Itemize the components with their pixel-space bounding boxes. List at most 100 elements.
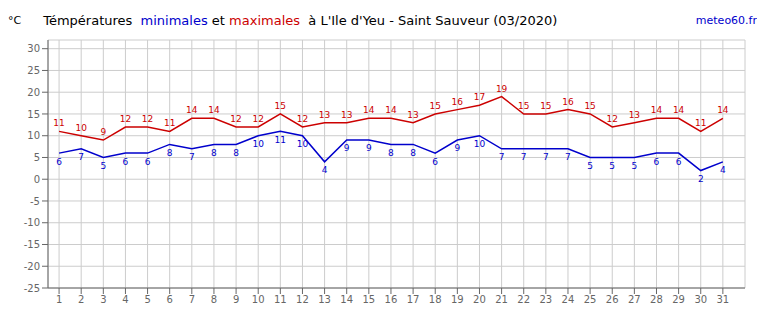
svg-text:8: 8 — [388, 148, 394, 158]
svg-text:7: 7 — [189, 152, 195, 162]
svg-text:10: 10 — [252, 294, 265, 305]
svg-text:10: 10 — [252, 139, 264, 149]
svg-text:27: 27 — [628, 294, 641, 305]
svg-text:19: 19 — [451, 294, 464, 305]
svg-text:15: 15 — [275, 101, 286, 111]
svg-text:-5: -5 — [30, 196, 40, 207]
svg-text:17: 17 — [474, 92, 485, 102]
svg-text:-25: -25 — [24, 283, 40, 294]
svg-text:24: 24 — [562, 294, 575, 305]
svg-text:9: 9 — [454, 143, 460, 153]
svg-text:2: 2 — [78, 294, 84, 305]
svg-text:26: 26 — [606, 294, 619, 305]
svg-text:7: 7 — [543, 152, 549, 162]
svg-text:25: 25 — [27, 65, 40, 76]
svg-text:4: 4 — [122, 294, 128, 305]
svg-text:0: 0 — [34, 174, 40, 185]
svg-text:14: 14 — [385, 105, 397, 115]
svg-text:5: 5 — [631, 161, 637, 171]
svg-text:28: 28 — [650, 294, 663, 305]
svg-text:15: 15 — [540, 101, 551, 111]
svg-text:18: 18 — [429, 294, 442, 305]
svg-text:21: 21 — [495, 294, 508, 305]
svg-text:12: 12 — [142, 114, 153, 124]
svg-text:7: 7 — [565, 152, 571, 162]
svg-text:14: 14 — [186, 105, 198, 115]
svg-text:17: 17 — [407, 294, 420, 305]
svg-text:11: 11 — [53, 118, 64, 128]
svg-text:8: 8 — [211, 148, 217, 158]
svg-text:15: 15 — [584, 101, 595, 111]
svg-text:6: 6 — [676, 157, 682, 167]
svg-text:31: 31 — [717, 294, 730, 305]
svg-text:9: 9 — [344, 143, 350, 153]
svg-text:5: 5 — [587, 161, 593, 171]
svg-text:12: 12 — [120, 114, 131, 124]
svg-text:10: 10 — [75, 123, 87, 133]
svg-text:9: 9 — [233, 294, 239, 305]
svg-text:6: 6 — [123, 157, 129, 167]
svg-text:10: 10 — [297, 139, 309, 149]
svg-text:8: 8 — [410, 148, 416, 158]
svg-text:3: 3 — [100, 294, 106, 305]
svg-text:6: 6 — [56, 157, 62, 167]
svg-text:11: 11 — [274, 294, 287, 305]
svg-text:4: 4 — [322, 165, 328, 175]
svg-text:8: 8 — [211, 294, 217, 305]
svg-text:20: 20 — [27, 87, 40, 98]
svg-text:7: 7 — [499, 152, 505, 162]
svg-text:29: 29 — [672, 294, 685, 305]
svg-text:25: 25 — [584, 294, 597, 305]
svg-text:16: 16 — [452, 97, 464, 107]
svg-text:9: 9 — [100, 127, 106, 137]
svg-text:30: 30 — [694, 294, 707, 305]
svg-text:2: 2 — [698, 174, 704, 184]
svg-text:6: 6 — [145, 157, 151, 167]
svg-text:10: 10 — [474, 139, 486, 149]
svg-text:-15: -15 — [24, 239, 40, 250]
svg-text:8: 8 — [233, 148, 239, 158]
svg-text:5: 5 — [34, 152, 40, 163]
svg-text:14: 14 — [717, 105, 729, 115]
svg-text:13: 13 — [341, 110, 352, 120]
svg-text:12: 12 — [296, 294, 309, 305]
svg-text:30: 30 — [27, 43, 40, 54]
svg-text:12: 12 — [607, 114, 618, 124]
svg-text:12: 12 — [252, 114, 263, 124]
svg-text:14: 14 — [651, 105, 663, 115]
svg-text:15: 15 — [429, 101, 440, 111]
svg-text:14: 14 — [208, 105, 220, 115]
svg-text:20: 20 — [473, 294, 486, 305]
svg-text:16: 16 — [562, 97, 574, 107]
svg-text:6: 6 — [654, 157, 660, 167]
svg-text:13: 13 — [629, 110, 640, 120]
svg-text:5: 5 — [100, 161, 106, 171]
svg-text:13: 13 — [319, 110, 330, 120]
svg-text:14: 14 — [673, 105, 685, 115]
svg-text:14: 14 — [363, 105, 375, 115]
svg-text:-20: -20 — [24, 261, 40, 272]
svg-text:11: 11 — [695, 118, 706, 128]
svg-text:15: 15 — [362, 294, 375, 305]
svg-text:6: 6 — [167, 294, 173, 305]
svg-text:16: 16 — [385, 294, 398, 305]
svg-text:9: 9 — [366, 143, 372, 153]
svg-text:7: 7 — [78, 152, 84, 162]
svg-text:11: 11 — [275, 135, 286, 145]
svg-text:7: 7 — [189, 294, 195, 305]
svg-text:-10: -10 — [24, 217, 40, 228]
svg-text:11: 11 — [164, 118, 175, 128]
svg-text:1: 1 — [56, 294, 62, 305]
svg-text:15: 15 — [27, 109, 40, 120]
svg-text:14: 14 — [340, 294, 353, 305]
svg-text:10: 10 — [27, 130, 40, 141]
svg-text:7: 7 — [521, 152, 527, 162]
svg-text:5: 5 — [144, 294, 150, 305]
svg-text:8: 8 — [167, 148, 173, 158]
svg-text:12: 12 — [230, 114, 241, 124]
svg-text:13: 13 — [407, 110, 418, 120]
svg-text:13: 13 — [318, 294, 331, 305]
svg-text:12: 12 — [297, 114, 308, 124]
svg-text:22: 22 — [517, 294, 530, 305]
svg-text:4: 4 — [720, 165, 726, 175]
